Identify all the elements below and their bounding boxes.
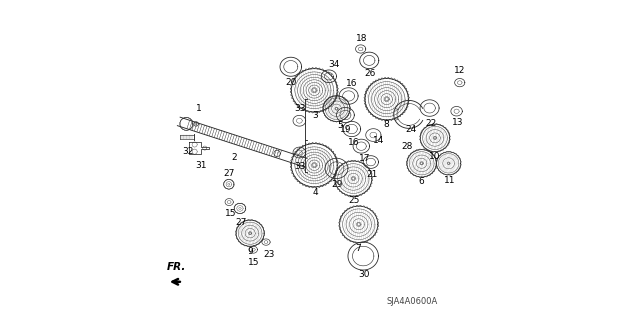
Text: 20: 20 — [285, 78, 296, 86]
Text: 7: 7 — [355, 244, 361, 253]
Text: 14: 14 — [373, 136, 385, 145]
Text: 27: 27 — [236, 218, 247, 227]
Text: 19: 19 — [340, 124, 352, 134]
Text: 26: 26 — [365, 69, 376, 78]
Text: 32: 32 — [182, 147, 193, 156]
Text: 5: 5 — [338, 121, 344, 130]
Text: 23: 23 — [263, 250, 274, 259]
Text: 28: 28 — [402, 142, 413, 151]
Text: 21: 21 — [367, 170, 378, 179]
Text: 8: 8 — [384, 120, 390, 129]
Text: SJA4A0600A: SJA4A0600A — [387, 297, 438, 306]
Text: FR.: FR. — [167, 262, 186, 271]
Text: 9: 9 — [247, 247, 253, 256]
Text: 15: 15 — [225, 209, 236, 218]
Text: 34: 34 — [328, 60, 340, 69]
Text: 33: 33 — [294, 104, 306, 113]
Text: 17: 17 — [359, 154, 371, 163]
Text: 27: 27 — [224, 169, 235, 178]
Text: 24: 24 — [405, 124, 417, 134]
Text: 6: 6 — [419, 177, 424, 186]
Text: 11: 11 — [444, 176, 455, 185]
Text: 25: 25 — [348, 196, 360, 205]
Text: 4: 4 — [312, 188, 318, 197]
Text: 16: 16 — [346, 79, 358, 88]
Text: 12: 12 — [454, 66, 465, 75]
Text: 22: 22 — [425, 119, 436, 129]
Text: 15: 15 — [248, 257, 260, 267]
Text: 10: 10 — [429, 152, 441, 161]
Text: 2: 2 — [232, 153, 237, 162]
Text: 18: 18 — [356, 34, 367, 43]
Text: 13: 13 — [451, 118, 463, 128]
Text: 29: 29 — [332, 181, 343, 189]
Text: 33: 33 — [294, 162, 306, 171]
Text: 30: 30 — [358, 270, 369, 279]
Text: 16: 16 — [348, 137, 360, 146]
Text: 31: 31 — [195, 161, 206, 170]
Text: 1: 1 — [196, 104, 202, 113]
Text: 3: 3 — [312, 111, 318, 120]
